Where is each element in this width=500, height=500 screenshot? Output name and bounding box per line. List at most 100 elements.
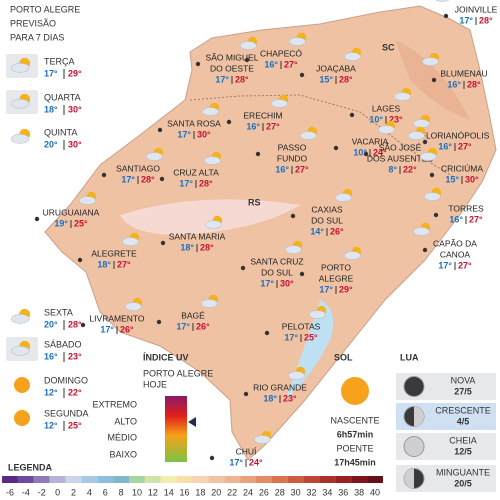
legend-tick: 24 xyxy=(243,487,253,497)
temp-max: 23° xyxy=(389,114,403,124)
cloud-icon xyxy=(413,227,430,236)
state-border xyxy=(189,94,456,179)
legend-tick: -2 xyxy=(38,487,46,497)
city-dot xyxy=(226,119,232,125)
temp-min: 18° xyxy=(180,242,194,252)
temp-min: 12° xyxy=(44,420,58,430)
temp-min: 16° xyxy=(44,351,58,361)
cloud-icon xyxy=(309,310,326,319)
temp-max: 29° xyxy=(339,284,353,294)
temp-max: 27° xyxy=(458,260,472,270)
sunrise-label: NASCENTE xyxy=(330,415,379,425)
cool-area xyxy=(120,199,300,235)
temp-min: 17° xyxy=(100,324,114,334)
temp-min: 18° xyxy=(44,104,58,114)
city-name: JOAÇABA xyxy=(316,63,356,73)
legend-tick: -4 xyxy=(22,487,30,497)
temp-min: 17° xyxy=(319,284,333,294)
city-dot xyxy=(264,330,270,336)
temp-max: 26° xyxy=(330,226,344,236)
temp-min: 17° xyxy=(438,260,452,270)
temp-min: 15° xyxy=(445,174,459,184)
region-label: SC xyxy=(382,42,395,52)
city-name: CHAPECÓ xyxy=(260,48,302,58)
cloud-icon xyxy=(10,345,30,356)
temp-max: 28° xyxy=(339,74,353,84)
city-dot xyxy=(299,72,305,78)
cloud-icon xyxy=(254,435,271,444)
legend-swatch xyxy=(255,476,272,483)
moon-phase: NOVA xyxy=(451,375,476,385)
sun-icon xyxy=(14,410,30,426)
temp-min: 12° xyxy=(44,387,58,397)
city-name: FUNDO xyxy=(277,153,308,163)
legend-swatch xyxy=(271,476,288,483)
uv-place: PORTO ALEGRE xyxy=(143,368,213,378)
city-name: CAXIAS xyxy=(311,204,343,214)
temp-max: 28° xyxy=(200,242,214,252)
legend-tick: 26 xyxy=(259,487,269,497)
city-name: RIO GRANDE xyxy=(253,382,307,392)
legend-tick: 18 xyxy=(195,487,205,497)
temp-min: 8° xyxy=(388,164,397,174)
temp-min: 18° xyxy=(263,393,277,403)
city-dot xyxy=(240,265,246,271)
temp-min: 16° xyxy=(275,164,289,174)
temp-min: 20° xyxy=(44,139,58,149)
cloud-icon xyxy=(204,156,221,165)
legend-swatch xyxy=(287,476,304,483)
city-name: CAPÃO DA xyxy=(433,238,477,248)
city-dot xyxy=(195,61,201,67)
legend-tick: 12 xyxy=(148,487,158,497)
temp-min: 20° xyxy=(44,319,58,329)
legend-tick: 0 xyxy=(55,487,60,497)
temp-max: 28° xyxy=(479,15,493,25)
moon-lit xyxy=(404,468,414,489)
temp-min: 17° xyxy=(215,74,229,84)
city-name: PASSO xyxy=(278,142,307,152)
temp-max: 27° xyxy=(117,259,131,269)
city-name: ERECHIM xyxy=(243,110,282,120)
cloud-icon xyxy=(79,196,96,205)
cloud-icon xyxy=(435,0,450,2)
legend-swatch xyxy=(319,476,336,483)
city-dot xyxy=(290,213,296,219)
temp-max: 26° xyxy=(196,321,210,331)
legend-swatch xyxy=(97,476,114,483)
city-dot xyxy=(209,455,215,461)
temp-max: 23° xyxy=(68,351,82,361)
legend-swatch xyxy=(303,476,320,483)
temp-min: 18° xyxy=(97,259,111,269)
title: PORTO ALEGRE xyxy=(10,4,80,14)
temp-max: 22° xyxy=(68,387,82,397)
city-name: SANTA MARIA xyxy=(169,231,226,241)
temp-min: 17° xyxy=(260,278,274,288)
legend-tick: 38 xyxy=(354,487,364,497)
cloud-icon xyxy=(335,193,352,202)
legend-tick: 34 xyxy=(322,487,332,497)
city-name: SANTA CRUZ xyxy=(250,256,303,266)
cloud-icon xyxy=(424,192,441,201)
legend-tick: 30 xyxy=(291,487,301,497)
legend-swatch xyxy=(192,476,209,483)
temp-max: 30° xyxy=(465,174,479,184)
legend-tick: 2 xyxy=(71,487,76,497)
temp-min: 17° xyxy=(121,174,135,184)
city-dot xyxy=(34,216,40,222)
temp-max: 30° xyxy=(280,278,294,288)
uv-when: HOJE xyxy=(143,379,167,389)
temp-max: 30° xyxy=(197,129,211,139)
legend-swatch xyxy=(351,476,368,483)
cloud-icon xyxy=(202,107,219,116)
cloud-icon xyxy=(408,131,425,140)
city-dot xyxy=(349,112,355,118)
legend-swatch xyxy=(176,476,193,483)
legend-swatch xyxy=(160,476,177,483)
legend-swatch xyxy=(113,476,130,483)
cloud-icon xyxy=(422,57,439,66)
cloud-icon xyxy=(201,299,218,308)
city-name: DOS AUSENTES xyxy=(367,153,433,163)
city-name: DO SUL xyxy=(261,267,293,277)
temp-min: 16° xyxy=(264,59,278,69)
